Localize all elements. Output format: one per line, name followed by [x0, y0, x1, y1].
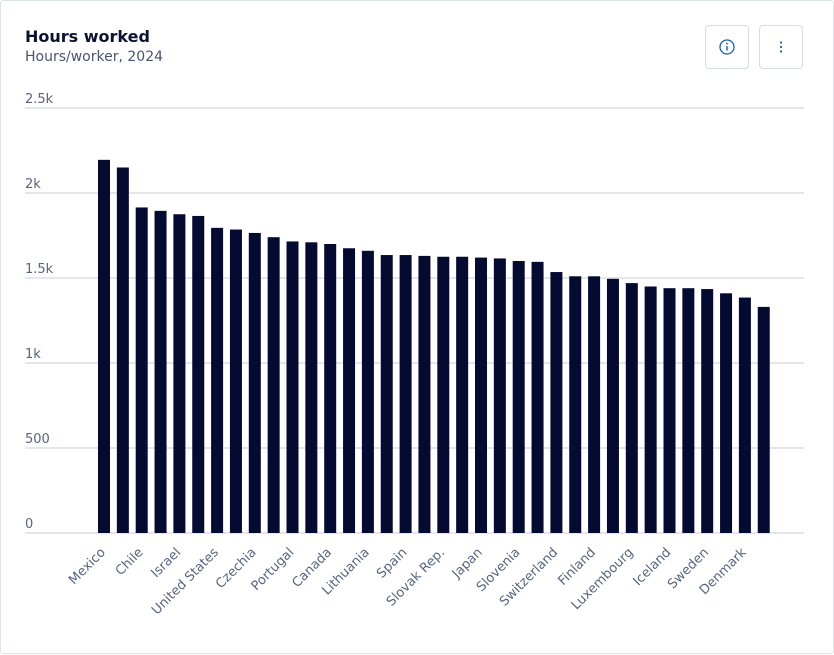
bar — [173, 214, 186, 533]
x-tick-label: United States — [149, 545, 222, 618]
x-tick-label: Spain — [374, 545, 410, 581]
x-tick-label: Mexico — [66, 545, 109, 588]
bar — [550, 272, 563, 533]
bar — [493, 258, 506, 533]
bar — [757, 306, 770, 533]
bar — [361, 250, 374, 534]
chart-subtitle: Hours/worker, 2024 — [25, 49, 164, 65]
bar — [380, 255, 393, 534]
bar — [682, 288, 695, 533]
bar — [644, 286, 657, 533]
bar — [399, 255, 412, 534]
bar — [701, 289, 714, 533]
chart-title: Hours worked — [25, 27, 150, 46]
bar — [267, 237, 280, 533]
bar — [211, 227, 224, 533]
x-tick-label: Chile — [113, 545, 147, 579]
info-circle-icon — [719, 39, 735, 55]
y-tick-label: 500 — [25, 432, 50, 447]
bar — [569, 276, 582, 533]
bar — [116, 167, 129, 533]
bar — [248, 232, 261, 533]
bar — [192, 215, 205, 533]
y-tick-label: 1.5k — [25, 262, 54, 277]
more-options-button[interactable] — [759, 25, 803, 69]
bar — [324, 244, 337, 533]
bar — [98, 159, 110, 533]
x-tick-label: Israel — [148, 545, 184, 581]
bar — [135, 207, 148, 533]
bar — [154, 210, 167, 533]
y-tick-label: 2.5k — [25, 92, 54, 107]
bar — [475, 257, 487, 533]
bar — [229, 229, 242, 534]
bar — [663, 288, 676, 533]
y-tick-label: 0 — [25, 517, 33, 532]
bar — [418, 255, 431, 533]
bar — [437, 256, 450, 533]
bar — [456, 256, 469, 533]
bar — [588, 276, 601, 533]
bar — [512, 261, 525, 533]
bar — [625, 283, 638, 533]
bar — [720, 293, 733, 533]
vertical-ellipsis-icon — [779, 41, 783, 53]
y-tick-label: 2k — [25, 177, 41, 192]
bar — [286, 241, 299, 533]
info-button[interactable] — [705, 25, 749, 69]
bar — [606, 278, 619, 533]
y-tick-label: 1k — [25, 347, 41, 362]
bar — [531, 261, 544, 533]
bar — [343, 248, 356, 533]
bar — [738, 297, 751, 533]
bar — [305, 242, 318, 534]
